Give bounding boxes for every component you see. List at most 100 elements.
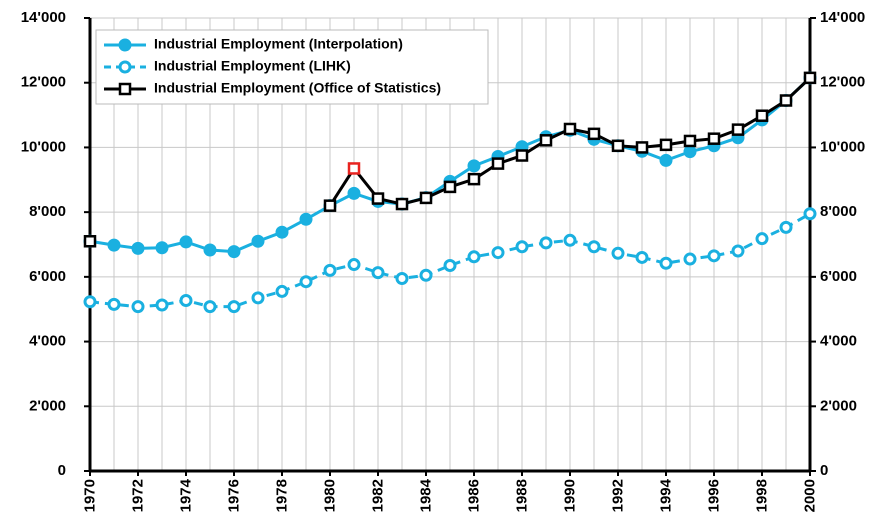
x-tick-label: 1982: [370, 479, 387, 512]
data-point: [683, 252, 697, 266]
data-point: [515, 240, 529, 254]
x-tick-label: 1984: [418, 478, 435, 512]
legend-marker: [118, 82, 132, 96]
x-tick-label: 2000: [802, 479, 819, 512]
data-point: [611, 139, 625, 153]
data-point: [563, 233, 577, 247]
data-point: [467, 250, 481, 264]
data-point: [83, 295, 97, 309]
data-point: [539, 236, 553, 250]
data-point: [707, 132, 721, 145]
data-point: [707, 249, 721, 263]
y2-tick-label: 6'000: [820, 268, 857, 285]
y-tick-label: 2'000: [29, 397, 66, 414]
data-point: [563, 122, 577, 136]
legend-box: [95, 29, 489, 105]
x-tick-label: 1988: [514, 479, 531, 512]
data-point: [275, 284, 289, 298]
legend-marker: [118, 38, 132, 52]
data-point: [251, 291, 265, 305]
data-point: [779, 220, 793, 234]
data-point: [299, 212, 313, 226]
data-point: [107, 297, 121, 311]
data-point: [731, 123, 745, 136]
data-point: [683, 145, 697, 159]
y-tick-label: 0: [58, 462, 66, 479]
data-point: [443, 180, 457, 194]
y-tick-label: 8'000: [29, 203, 66, 220]
data-point: [179, 293, 193, 307]
data-point: [491, 157, 505, 170]
data-point: [491, 246, 505, 260]
legend-marker: [118, 60, 132, 74]
data-point: [395, 197, 409, 211]
legend-label: Industrial Employment (LIHK): [154, 58, 351, 74]
legend-label: Industrial Employment (Office of Statist…: [154, 80, 441, 96]
data-point: [779, 94, 793, 107]
data-point: [659, 256, 673, 270]
data-point: [659, 138, 673, 152]
data-point: [755, 232, 769, 246]
data-point: [467, 172, 481, 186]
data-point: [275, 225, 289, 239]
data-point: [587, 127, 601, 141]
x-tick-label: 1980: [322, 479, 339, 512]
y-tick-label: 12'000: [21, 74, 66, 91]
y2-tick-label: 0: [820, 462, 828, 479]
data-point: [635, 250, 649, 264]
x-tick-label: 1972: [130, 479, 147, 512]
x-tick-label: 1994: [658, 478, 675, 512]
data-point: [203, 300, 217, 314]
data-point: [203, 243, 217, 257]
legend-label: Industrial Employment (Interpolation): [154, 36, 403, 52]
data-point: [467, 159, 481, 173]
y2-tick-label: 12'000: [820, 74, 865, 91]
data-point: [731, 244, 745, 258]
data-point: [371, 192, 385, 205]
x-tick-label: 1978: [274, 479, 291, 512]
data-point: [611, 246, 625, 260]
data-point: [419, 191, 433, 205]
data-point: [131, 241, 145, 255]
y-tick-label: 4'000: [29, 333, 66, 350]
data-point: [587, 240, 601, 254]
x-tick-label: 1986: [466, 479, 483, 512]
data-point: [515, 149, 529, 162]
legend: Industrial Employment (Interpolation) Ind…: [95, 29, 489, 105]
y-tick-label: 6'000: [29, 268, 66, 285]
y2-tick-label: 10'000: [820, 138, 865, 155]
data-point: [227, 245, 241, 259]
data-point: [635, 141, 649, 154]
data-point: [803, 207, 817, 221]
data-point: [539, 134, 553, 147]
y2-tick-label: 14'000: [820, 9, 865, 26]
y2-tick-label: 8'000: [820, 203, 857, 220]
data-point: [179, 235, 193, 249]
data-point: [155, 298, 169, 312]
data-point: [227, 300, 241, 314]
data-point: [299, 275, 313, 289]
y-tick-label: 14'000: [21, 9, 66, 26]
y2-tick-label: 4'000: [820, 333, 857, 350]
data-point: [347, 186, 361, 200]
x-tick-label: 1974: [178, 478, 195, 512]
y2-tick-label: 2'000: [820, 397, 857, 414]
data-point: [323, 199, 337, 212]
x-tick-label: 1996: [706, 479, 723, 512]
data-point: [683, 134, 697, 148]
x-tick-label: 1970: [82, 479, 99, 512]
data-point: [323, 263, 337, 277]
x-tick-label: 1976: [226, 479, 243, 512]
x-tick-label: 1990: [562, 479, 579, 512]
data-point: [347, 258, 361, 272]
data-point: [419, 268, 433, 282]
data-point: [371, 266, 385, 280]
data-point: [659, 153, 673, 167]
data-point: [251, 234, 265, 248]
data-point: [155, 241, 169, 255]
data-point: [347, 162, 361, 175]
data-point: [83, 235, 97, 248]
x-tick-label: 1992: [610, 479, 627, 512]
y-tick-label: 10'000: [21, 138, 66, 155]
